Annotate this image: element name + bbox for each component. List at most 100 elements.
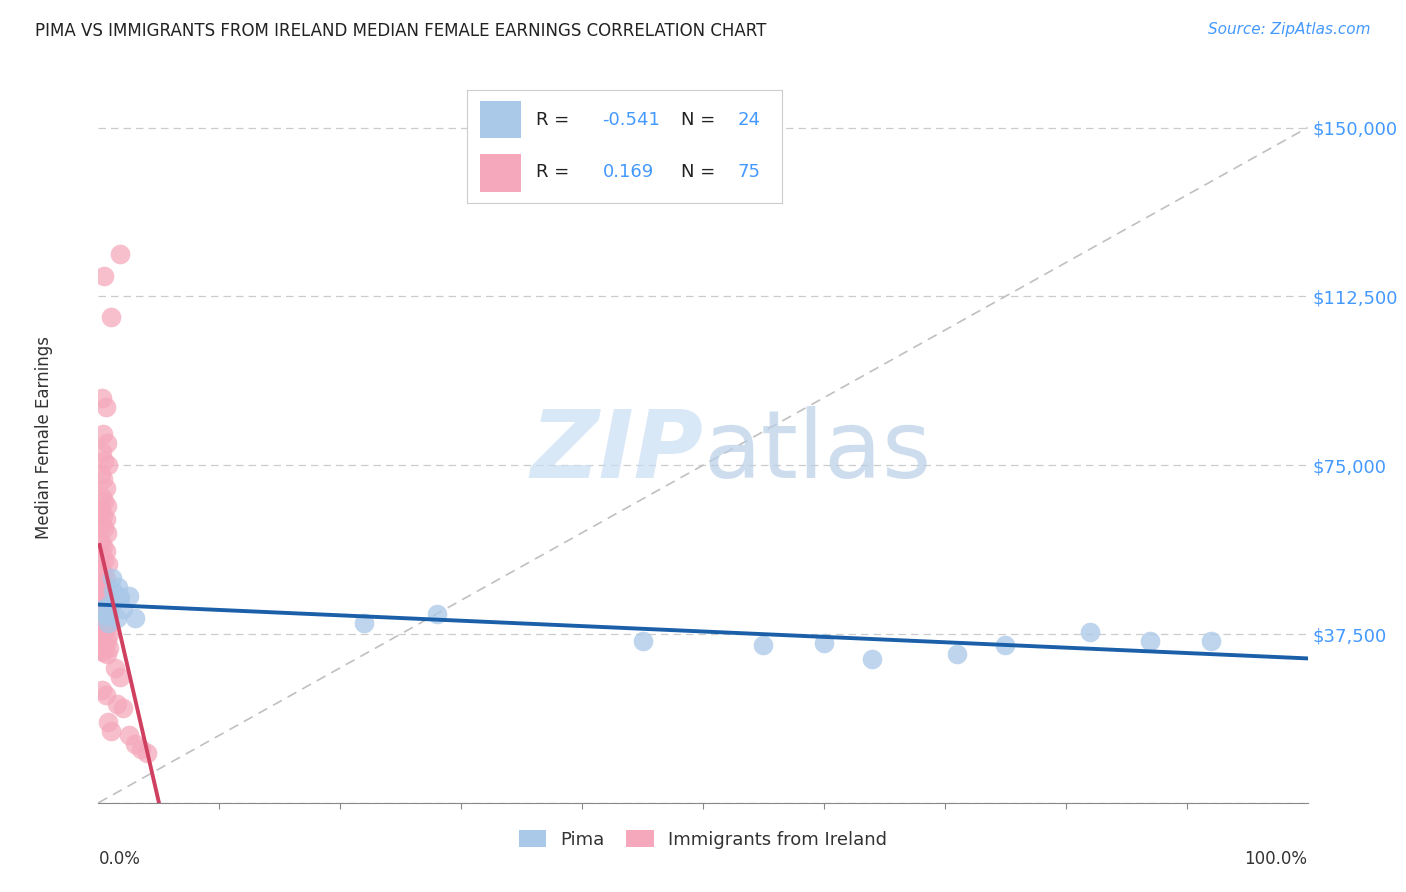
Text: 0.0%: 0.0% [98,850,141,868]
Text: atlas: atlas [703,406,931,498]
Point [94,609,117,624]
Point [97,598,120,612]
Point [93,595,115,609]
Point [90,584,112,599]
Point [101,584,124,599]
Point [860,652,883,666]
Point [91,618,114,632]
Point [91,623,114,637]
Point [1139,633,1161,648]
Point [97,714,120,729]
Point [124,737,146,751]
Point [107,580,129,594]
Point [91,645,114,659]
Point [994,638,1017,652]
Point [93,521,115,535]
Text: Source: ZipAtlas.com: Source: ZipAtlas.com [1208,22,1371,37]
Point [94,481,117,495]
Point [946,647,969,661]
Text: ZIP: ZIP [530,406,703,498]
Point [1078,624,1101,639]
Point [93,553,115,567]
Point [108,246,131,260]
Point [93,494,115,508]
Point [91,472,114,486]
Point [98,627,121,641]
Point [94,512,117,526]
Point [91,539,114,553]
Point [93,577,115,591]
Point [100,310,122,324]
Point [90,562,112,576]
Point [93,453,115,467]
Point [91,391,114,405]
Point [91,602,114,616]
Point [111,602,134,616]
Point [94,543,117,558]
Point [752,638,775,652]
Point [105,697,128,711]
Text: PIMA VS IMMIGRANTS FROM IRELAND MEDIAN FEMALE EARNINGS CORRELATION CHART: PIMA VS IMMIGRANTS FROM IRELAND MEDIAN F… [35,22,766,40]
Point [97,580,120,594]
Point [90,602,112,616]
Point [91,548,114,562]
Point [100,571,122,585]
Point [108,670,131,684]
Point [90,534,112,549]
Point [94,607,117,621]
Point [129,741,152,756]
Point [96,647,118,661]
Point [135,746,157,760]
Point [108,589,131,603]
Point [353,615,375,630]
Point [96,589,118,603]
Point [93,624,115,639]
Point [111,701,134,715]
Point [93,611,115,625]
Point [96,525,118,540]
Point [91,508,114,522]
Point [90,642,112,657]
Point [90,503,112,517]
Point [91,632,114,646]
Point [91,566,114,581]
Point [90,629,112,643]
Point [98,640,121,655]
Point [118,728,141,742]
Point [96,499,118,513]
Point [124,611,146,625]
Point [100,599,122,614]
Point [91,605,114,619]
Point [91,575,114,590]
Point [91,636,114,650]
Point [426,607,449,621]
Point [91,593,114,607]
Point [96,435,118,450]
Point [97,614,120,628]
Point [108,591,131,605]
Text: Median Female Earnings: Median Female Earnings [35,335,53,539]
Point [631,633,654,648]
Point [97,458,120,473]
Point [90,467,112,482]
Point [90,615,112,630]
Point [91,516,114,531]
Point [91,444,114,458]
Point [93,638,115,652]
Point [91,586,114,600]
Point [104,661,127,675]
Point [96,620,118,634]
Point [96,607,118,621]
Point [91,490,114,504]
Point [91,683,114,698]
Point [96,633,118,648]
Point [94,571,117,585]
Point [813,636,835,650]
Point [103,593,125,607]
Point [93,269,115,284]
Point [91,609,114,624]
Point [105,611,128,625]
Legend: Pima, Immigrants from Ireland: Pima, Immigrants from Ireland [512,823,894,856]
Point [98,598,121,612]
Point [100,723,122,738]
